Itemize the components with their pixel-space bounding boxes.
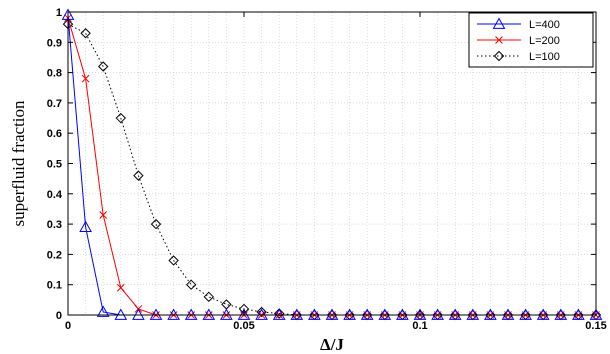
data-point	[255, 308, 268, 320]
x-marker-stroke	[116, 283, 125, 292]
data-point	[202, 308, 216, 320]
x-axis-label: Δ/J	[320, 335, 344, 354]
data-point	[80, 28, 91, 39]
x-marker-stroke	[495, 36, 503, 44]
data-point	[99, 211, 108, 219]
data-point	[572, 308, 585, 320]
data-point	[431, 308, 444, 320]
data-point	[203, 291, 215, 303]
data-point	[396, 308, 409, 320]
y-tick-label: 1	[56, 7, 62, 19]
data-point	[96, 305, 110, 317]
data-point	[220, 308, 233, 320]
data-point	[378, 308, 392, 320]
data-point	[149, 308, 163, 320]
x-tick-label: 0.1	[412, 320, 427, 332]
legend-marker	[492, 17, 506, 29]
data-point	[360, 308, 374, 320]
data-point	[554, 308, 568, 320]
data-point	[116, 283, 125, 292]
y-tick-label: 0.1	[47, 280, 62, 292]
y-tick-label: 0.9	[47, 37, 62, 49]
y-tick-label: 0.8	[47, 68, 62, 80]
x-tick-label: 0.05	[233, 320, 254, 332]
data-point	[272, 308, 286, 320]
legend: L=400 L=200 L=100	[468, 12, 594, 68]
data-point	[167, 308, 180, 320]
data-point	[150, 218, 162, 230]
data-point	[466, 308, 480, 320]
legend-marker	[495, 36, 503, 44]
grid	[68, 12, 596, 315]
data-point	[81, 74, 90, 83]
data-point	[308, 308, 321, 320]
x-tick-label: 0.15	[585, 320, 606, 332]
y-tick-label: 0.2	[47, 249, 62, 261]
data-point	[325, 308, 339, 320]
data-point	[448, 308, 462, 320]
y-tick-label: 0.7	[47, 98, 62, 110]
data-point	[484, 308, 497, 320]
data-point	[413, 308, 427, 320]
y-tick-label: 0.6	[47, 128, 62, 140]
data-point	[519, 308, 532, 320]
data-point	[185, 279, 197, 290]
data-point	[115, 112, 127, 124]
y-tick-label: 0.5	[47, 159, 62, 171]
y-tick-label: 0.3	[47, 219, 62, 231]
y-tick-label: 0.4	[47, 189, 63, 201]
legend-marker	[493, 50, 505, 62]
legend-label: L=400	[529, 19, 560, 31]
data-point	[237, 308, 251, 320]
legend-label: L=200	[529, 35, 560, 47]
y-tick-label: 0	[56, 310, 62, 322]
data-point	[132, 308, 145, 320]
data-point	[501, 308, 515, 320]
data-point	[114, 308, 128, 320]
x-tick-label: 0	[65, 320, 71, 332]
data-point	[343, 308, 356, 320]
data-point	[97, 61, 109, 72]
data-point	[79, 220, 92, 233]
data-point	[133, 170, 144, 181]
data-point	[184, 308, 198, 320]
data-point	[256, 306, 267, 318]
x-marker-stroke	[99, 211, 108, 219]
data-point	[168, 255, 179, 266]
data-point	[290, 308, 304, 320]
y-axis-label: superfluid fraction	[9, 100, 28, 227]
data-point	[589, 308, 603, 320]
x-marker-stroke	[81, 74, 90, 83]
data-point	[536, 308, 550, 320]
legend-label: L=100	[529, 51, 560, 63]
ticks: 0 0.05 0.1 0.15 0 0.1 0.2 0.3 0.4 0.5 0.6 0.7 0.8 0.9…	[47, 7, 607, 332]
